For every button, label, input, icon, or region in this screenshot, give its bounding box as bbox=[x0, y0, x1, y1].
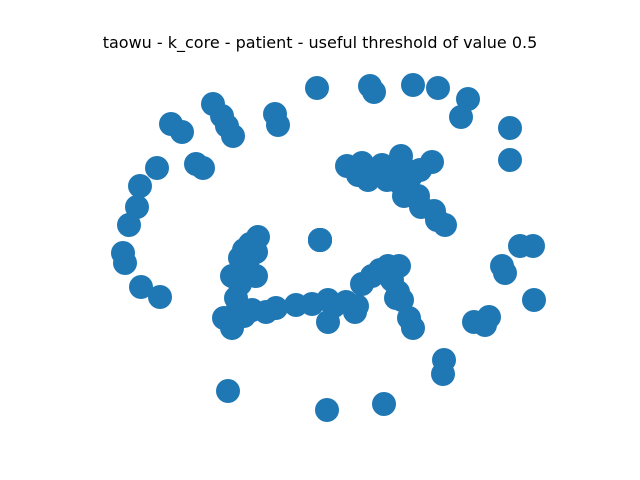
graph-node-38 bbox=[521, 234, 545, 258]
graph-node-82 bbox=[316, 310, 340, 334]
graph-node-0 bbox=[305, 76, 329, 100]
graph-node-16 bbox=[266, 113, 290, 137]
graph-node-58 bbox=[433, 213, 457, 237]
graph-node-52 bbox=[420, 150, 444, 174]
graph-node-85 bbox=[334, 290, 358, 314]
graph-node-22 bbox=[117, 213, 141, 237]
graph-node-74 bbox=[220, 316, 244, 340]
graph-node-7 bbox=[498, 116, 522, 140]
graph-node-21 bbox=[125, 195, 149, 219]
graph-node-26 bbox=[148, 285, 172, 309]
nodes-layer bbox=[111, 73, 546, 422]
graph-node-94 bbox=[390, 288, 414, 312]
graph-node-27 bbox=[216, 379, 240, 403]
graph-node-106 bbox=[308, 228, 332, 252]
graph-node-77 bbox=[264, 296, 288, 320]
graph-node-3 bbox=[401, 73, 425, 97]
graph-node-59 bbox=[388, 171, 412, 195]
graph-node-36 bbox=[493, 261, 517, 285]
graph-node-39 bbox=[522, 288, 546, 312]
graph-node-12 bbox=[221, 124, 245, 148]
graph-node-34 bbox=[477, 305, 501, 329]
graph-node-14 bbox=[170, 120, 194, 144]
graph-node-4 bbox=[426, 76, 450, 100]
graph-node-25 bbox=[129, 275, 153, 299]
graph-node-6 bbox=[449, 105, 473, 129]
graph-node-24 bbox=[113, 251, 137, 275]
graph-node-31 bbox=[431, 362, 455, 386]
graph-node-19 bbox=[191, 156, 215, 180]
graph-node-2 bbox=[362, 80, 386, 104]
graph-node-28 bbox=[315, 398, 339, 422]
graph-node-8 bbox=[498, 148, 522, 172]
graph-node-29 bbox=[372, 392, 396, 416]
figure-title: taowu - k_core - patient - useful thresh… bbox=[102, 33, 538, 52]
graph-node-17 bbox=[145, 156, 169, 180]
graph-node-96 bbox=[401, 316, 425, 340]
graph-node-20 bbox=[128, 174, 152, 198]
graph-node-5 bbox=[456, 87, 480, 111]
